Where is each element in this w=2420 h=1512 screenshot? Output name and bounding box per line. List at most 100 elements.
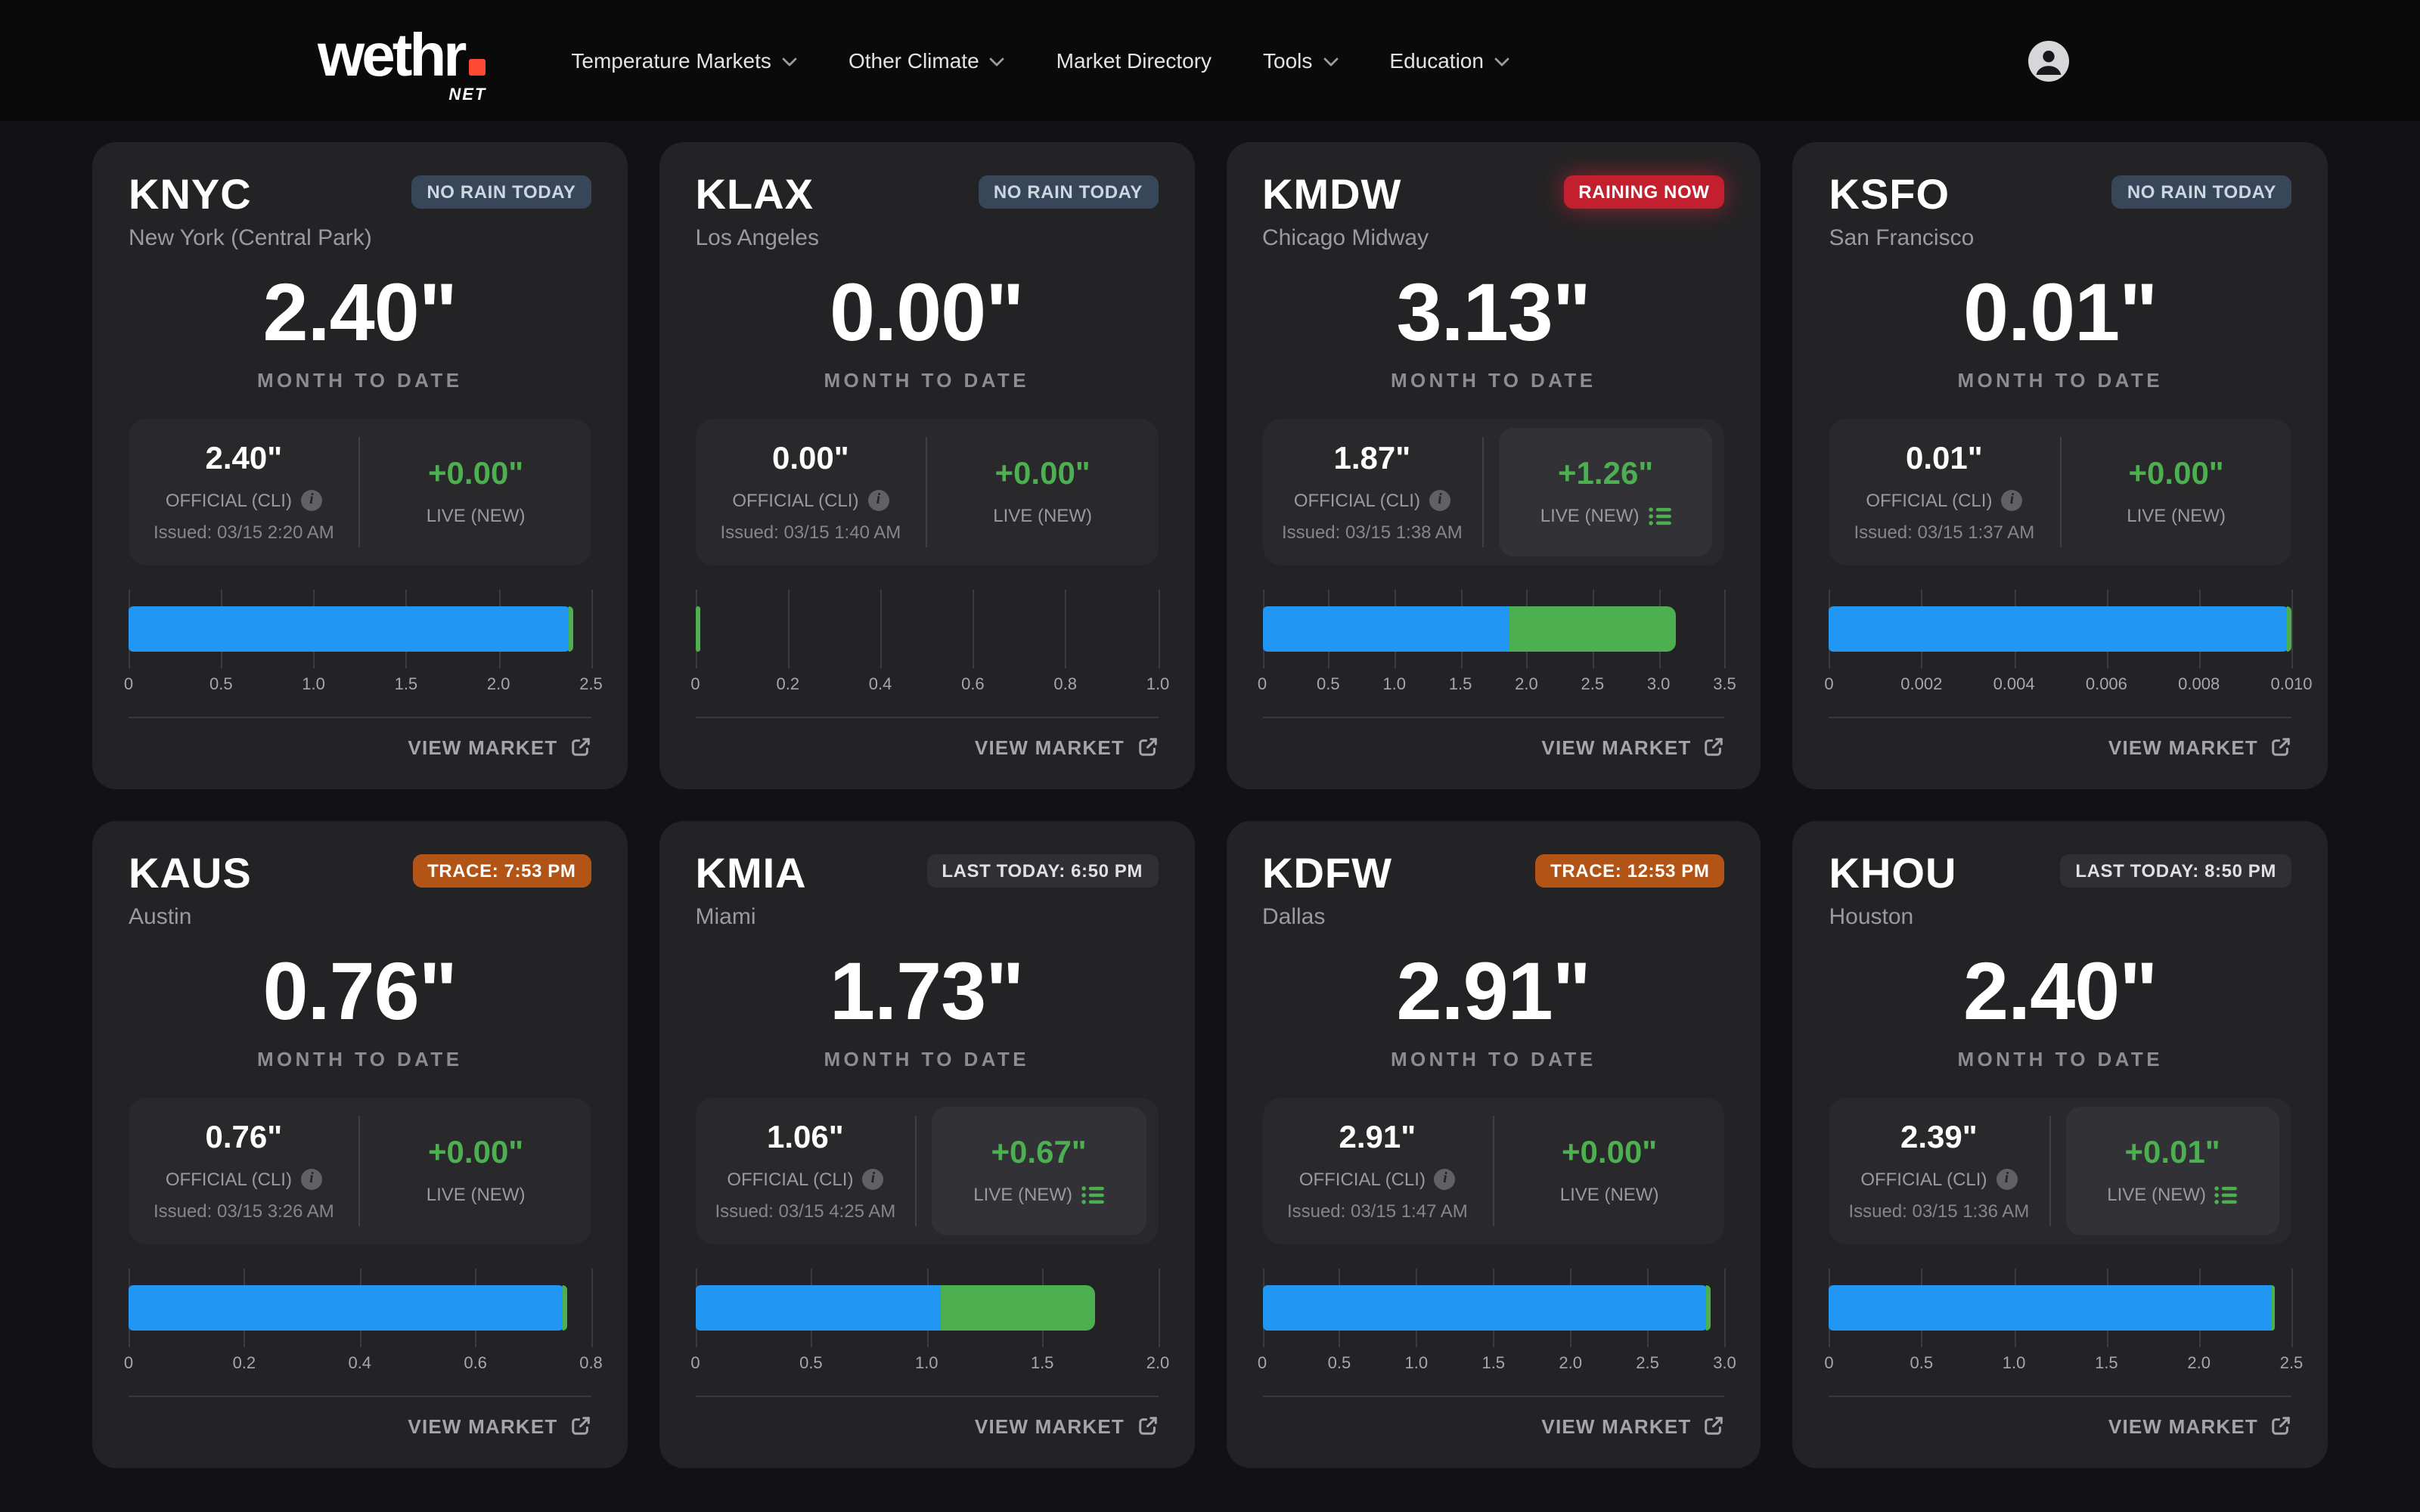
nav-item-other-climate[interactable]: Other Climate bbox=[849, 48, 1005, 73]
official-live-panel: 2.40" OFFICIAL (CLI) i Issued: 03/15 2:2… bbox=[129, 418, 591, 565]
month-to-date-label: MONTH TO DATE bbox=[824, 368, 1029, 392]
station-card-klax: KLAX Los Angeles NO RAIN TODAY 0.00" MON… bbox=[659, 142, 1194, 789]
precip-bar-chart: 0 0.5 1.0 1.5 2.0 2.5 bbox=[124, 589, 603, 702]
info-icon[interactable]: i bbox=[2001, 489, 2023, 511]
tick-label: 0.6 bbox=[464, 1354, 487, 1373]
month-to-date-label: MONTH TO DATE bbox=[1957, 368, 2163, 392]
tick-label: 0.008 bbox=[2178, 675, 2220, 694]
tick-label: 2.0 bbox=[1559, 1354, 1582, 1373]
tick-label: 0 bbox=[123, 675, 134, 694]
nav-items: Temperature Markets Other Climate Market… bbox=[571, 48, 1509, 73]
station-identity: KLAX Los Angeles bbox=[696, 172, 819, 252]
month-to-date-value: 2.40" bbox=[1963, 947, 2158, 1038]
list-icon[interactable] bbox=[1648, 507, 1671, 526]
brand-logo[interactable]: wethr NET bbox=[318, 26, 486, 104]
view-market-link[interactable]: VIEW MARKET bbox=[408, 1414, 591, 1437]
info-icon[interactable]: i bbox=[867, 489, 889, 511]
live-label-text: LIVE (NEW) bbox=[426, 1184, 526, 1206]
card-divider bbox=[129, 1395, 591, 1397]
view-market-link[interactable]: VIEW MARKET bbox=[1541, 736, 1724, 759]
live-label-text: LIVE (NEW) bbox=[2127, 505, 2226, 527]
official-column: 1.87" OFFICIAL (CLI) i Issued: 03/15 1:3… bbox=[1262, 419, 1482, 565]
station-card-knyc: KNYC New York (Central Park) NO RAIN TOD… bbox=[92, 142, 628, 789]
official-label-text: OFFICIAL (CLI) bbox=[165, 489, 292, 511]
nav-item-label: Tools bbox=[1263, 48, 1313, 73]
list-icon[interactable] bbox=[1081, 1185, 1104, 1204]
station-code: KNYC bbox=[129, 171, 252, 218]
live-value: +0.00" bbox=[428, 1136, 524, 1171]
tick-label: 2.0 bbox=[2187, 1354, 2211, 1373]
nav-item-temperature-markets[interactable]: Temperature Markets bbox=[571, 48, 797, 73]
view-market-label: VIEW MARKET bbox=[408, 1414, 558, 1438]
tick-label: 0.2 bbox=[232, 1354, 256, 1373]
tick-label: 0 bbox=[123, 1354, 134, 1373]
view-market-link[interactable]: VIEW MARKET bbox=[975, 736, 1158, 759]
official-label: OFFICIAL (CLI) i bbox=[1293, 489, 1450, 511]
official-label: OFFICIAL (CLI) i bbox=[732, 489, 889, 511]
live-bar bbox=[2271, 1284, 2275, 1331]
status-badge: NO RAIN TODAY bbox=[411, 175, 591, 209]
live-column: +0.00" LIVE (NEW) bbox=[361, 419, 591, 565]
view-market-label: VIEW MARKET bbox=[2108, 1414, 2258, 1438]
tick-label: 1.0 bbox=[1404, 1354, 1429, 1373]
official-label: OFFICIAL (CLI) i bbox=[165, 489, 322, 511]
official-label-text: OFFICIAL (CLI) bbox=[1293, 489, 1420, 511]
nav-item-tools[interactable]: Tools bbox=[1263, 48, 1338, 73]
tick-label: 0 bbox=[1824, 675, 1834, 694]
station-card-kmia: KMIA Miami LAST TODAY: 6:50 PM 1.73" MON… bbox=[659, 820, 1194, 1468]
official-value: 0.76" bbox=[205, 1120, 283, 1155]
brand-line: wethr bbox=[318, 26, 486, 86]
info-icon[interactable]: i bbox=[1429, 489, 1450, 511]
precip-bar-chart: 0 0.5 1.0 1.5 2.0 2.5 3.0 3.5 bbox=[1258, 589, 1736, 702]
tick-label: 0.5 bbox=[799, 1354, 823, 1373]
tick-label: 1.0 bbox=[1382, 675, 1406, 694]
view-market-link[interactable]: VIEW MARKET bbox=[1541, 1414, 1724, 1437]
chevron-down-icon bbox=[782, 57, 797, 67]
nav-item-market-directory[interactable]: Market Directory bbox=[1056, 48, 1212, 73]
info-icon[interactable]: i bbox=[1434, 1168, 1456, 1190]
avatar-button[interactable] bbox=[2028, 40, 2069, 81]
precip-bar-chart: 0 0.2 0.4 0.6 0.8 bbox=[124, 1268, 603, 1380]
view-market-link[interactable]: VIEW MARKET bbox=[2108, 736, 2291, 759]
gridline bbox=[787, 589, 790, 668]
info-icon[interactable]: i bbox=[862, 1168, 884, 1190]
external-link-icon bbox=[2272, 1417, 2290, 1435]
station-card-khou: KHOU Houston LAST TODAY: 8:50 PM 2.40" M… bbox=[1792, 820, 2328, 1468]
view-market-link[interactable]: VIEW MARKET bbox=[975, 1414, 1158, 1437]
live-label-text: LIVE (NEW) bbox=[1559, 1184, 1659, 1206]
official-value: 0.00" bbox=[772, 441, 849, 476]
list-icon[interactable] bbox=[2215, 1185, 2238, 1204]
nav-item-label: Other Climate bbox=[848, 48, 979, 73]
official-label: OFFICIAL (CLI) i bbox=[1866, 489, 2023, 511]
tick-label: 0 bbox=[690, 675, 700, 694]
view-market-label: VIEW MARKET bbox=[1541, 736, 1692, 759]
nav-item-education[interactable]: Education bbox=[1389, 48, 1509, 73]
official-live-panel: 0.76" OFFICIAL (CLI) i Issued: 03/15 3:2… bbox=[129, 1097, 591, 1244]
official-bar bbox=[1829, 1284, 2272, 1331]
info-icon[interactable]: i bbox=[1996, 1168, 2018, 1190]
panel-divider bbox=[1481, 436, 1484, 547]
station-city: Miami bbox=[695, 904, 756, 931]
view-market-link[interactable]: VIEW MARKET bbox=[2108, 1414, 2291, 1437]
station-code: KMIA bbox=[695, 849, 807, 897]
official-value: 2.91" bbox=[1339, 1120, 1416, 1155]
official-issued-time: Issued: 03/15 1:36 AM bbox=[1848, 1200, 2030, 1222]
external-link-icon bbox=[571, 1417, 590, 1435]
gridline bbox=[591, 1268, 593, 1347]
tick-label: 1.5 bbox=[2095, 1354, 2118, 1373]
card-footer: VIEW MARKET bbox=[696, 736, 1159, 759]
tick-label: 0 bbox=[1824, 1354, 1834, 1373]
tick-label: 2.5 bbox=[1636, 1354, 1659, 1373]
info-icon[interactable]: i bbox=[300, 1168, 322, 1190]
panel-divider bbox=[358, 1115, 361, 1226]
view-market-link[interactable]: VIEW MARKET bbox=[408, 736, 591, 759]
card-divider bbox=[1829, 1395, 2291, 1397]
live-bar bbox=[563, 1284, 568, 1331]
tick-label: 0.004 bbox=[1993, 675, 2035, 694]
nav-item-label: Education bbox=[1389, 48, 1484, 73]
info-icon[interactable]: i bbox=[300, 489, 322, 511]
official-bar bbox=[695, 1284, 941, 1331]
official-issued-time: Issued: 03/15 1:38 AM bbox=[1281, 521, 1463, 543]
month-to-date-value: 1.73" bbox=[830, 947, 1024, 1038]
tick-label: 2.0 bbox=[1515, 675, 1538, 694]
